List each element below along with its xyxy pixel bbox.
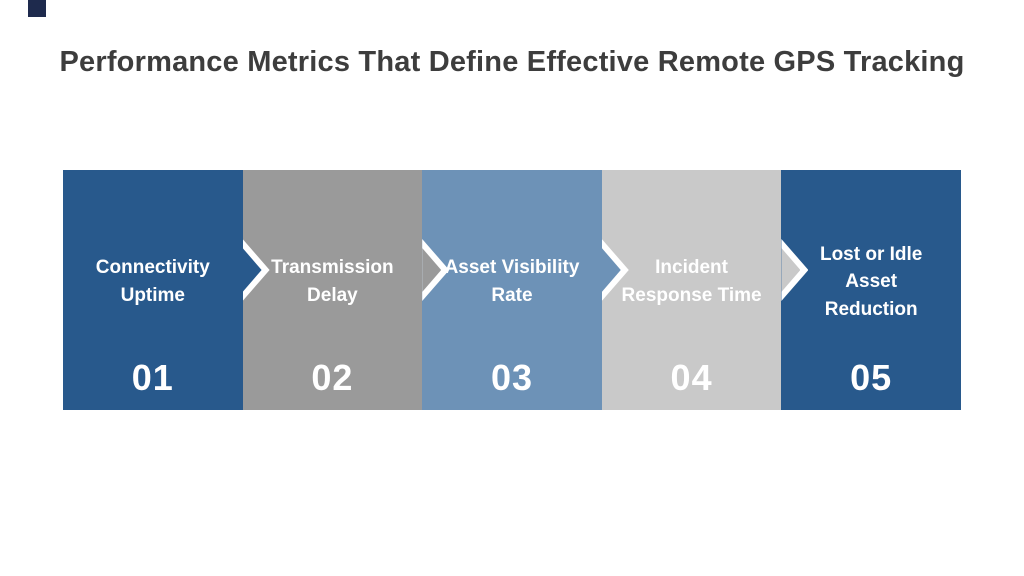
step-label: Transmission Delay bbox=[271, 257, 394, 306]
step-label: Asset Visibility Rate bbox=[444, 257, 580, 306]
process-banner: Connectivity Uptime 01 Transmission Dela… bbox=[63, 170, 961, 410]
step-number: 05 bbox=[850, 357, 893, 398]
step-transmission-delay: Transmission Delay 02 bbox=[242, 170, 450, 410]
step-label: Incident Response Time bbox=[621, 257, 762, 306]
step-number: 03 bbox=[490, 357, 533, 398]
step-incident-response-time: Incident Response Time 04 bbox=[601, 170, 809, 410]
step-label: Lost or Idle Asset Reduction bbox=[819, 243, 923, 320]
step-connectivity-uptime: Connectivity Uptime 01 bbox=[63, 170, 270, 410]
step-lost-or-idle-asset-reduction: Lost or Idle Asset Reduction 05 bbox=[781, 170, 961, 410]
step-number: 01 bbox=[131, 357, 174, 398]
step-number: 04 bbox=[670, 357, 713, 398]
corner-accent bbox=[28, 0, 46, 17]
step-asset-visibility-rate: Asset Visibility Rate 03 bbox=[422, 170, 629, 410]
step-label: Connectivity Uptime bbox=[95, 257, 210, 306]
page-title: Performance Metrics That Define Effectiv… bbox=[59, 46, 965, 78]
step-number: 02 bbox=[311, 357, 354, 398]
